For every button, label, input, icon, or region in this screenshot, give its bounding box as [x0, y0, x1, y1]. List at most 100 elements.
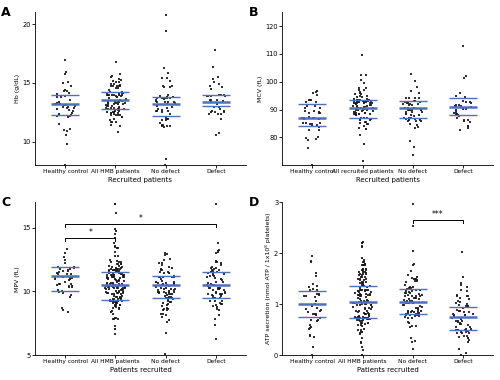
Point	[112, 299, 120, 306]
Point	[464, 339, 472, 345]
Point	[61, 260, 69, 266]
Point	[366, 292, 374, 298]
Point	[119, 290, 127, 296]
Point	[160, 252, 168, 258]
Point	[60, 127, 68, 133]
Point	[109, 310, 117, 317]
Point	[363, 316, 371, 322]
Point	[316, 116, 324, 122]
Point	[358, 280, 366, 286]
Point	[159, 82, 167, 89]
Point	[116, 306, 124, 312]
Point	[204, 93, 212, 99]
Point	[160, 286, 168, 292]
Point	[114, 106, 122, 112]
Point	[206, 83, 214, 89]
Point	[162, 116, 170, 122]
Point	[113, 83, 121, 89]
Point	[312, 136, 320, 142]
Point	[111, 226, 119, 232]
Point	[70, 264, 78, 270]
Point	[362, 103, 370, 109]
Point	[312, 270, 320, 276]
Point	[114, 129, 122, 135]
Point	[354, 289, 362, 295]
Point	[361, 320, 369, 326]
Point	[412, 78, 420, 84]
Point	[108, 92, 116, 98]
Point	[212, 279, 220, 285]
Point	[120, 274, 128, 280]
Point	[209, 271, 217, 277]
Point	[356, 287, 364, 293]
Point	[108, 308, 116, 314]
Point	[403, 286, 411, 292]
Point	[298, 120, 306, 126]
Point	[356, 293, 364, 299]
Point	[110, 315, 118, 321]
Point	[170, 281, 178, 287]
Point	[452, 318, 460, 324]
Point	[357, 340, 365, 346]
Point	[218, 111, 226, 117]
Point	[414, 124, 422, 130]
Point	[71, 103, 79, 109]
Point	[460, 118, 468, 124]
Point	[121, 284, 129, 290]
Point	[211, 322, 219, 328]
Point	[362, 306, 370, 312]
Point	[360, 100, 368, 106]
Point	[366, 311, 374, 317]
Point	[104, 92, 112, 98]
Point	[416, 99, 424, 105]
Point	[402, 311, 410, 317]
Point	[114, 296, 122, 302]
Point	[356, 331, 364, 337]
Point	[410, 144, 418, 150]
Point	[68, 283, 76, 289]
Point	[458, 43, 466, 49]
Point	[218, 301, 226, 307]
Point	[354, 98, 362, 104]
Point	[108, 119, 116, 125]
Point	[63, 89, 71, 95]
Point	[166, 122, 173, 128]
Point	[460, 333, 468, 339]
Point	[113, 261, 121, 267]
Point	[402, 111, 409, 117]
Point	[114, 261, 122, 267]
Point	[408, 309, 416, 315]
Point	[467, 104, 475, 110]
Point	[458, 106, 466, 112]
Point	[62, 132, 70, 138]
Point	[454, 111, 462, 117]
Point	[410, 261, 418, 268]
Point	[55, 282, 63, 288]
Point	[171, 100, 179, 106]
Point	[166, 111, 174, 117]
Point	[458, 249, 466, 255]
Point	[158, 109, 166, 115]
Point	[105, 267, 113, 273]
Point	[406, 121, 414, 127]
Point	[408, 109, 416, 115]
Point	[64, 79, 72, 85]
Point	[356, 329, 364, 335]
Point	[160, 250, 168, 256]
Point	[362, 266, 370, 272]
Point	[354, 288, 362, 294]
Point	[406, 324, 413, 330]
Point	[402, 288, 410, 294]
Point	[170, 296, 177, 302]
Point	[462, 350, 470, 356]
Point	[304, 309, 312, 315]
Text: C: C	[2, 196, 11, 209]
Point	[463, 284, 471, 290]
Point	[158, 303, 166, 309]
Point	[360, 87, 368, 93]
Point	[218, 277, 226, 283]
Point	[460, 312, 468, 318]
Point	[461, 312, 469, 318]
Point	[152, 279, 160, 285]
Y-axis label: MPV (fL): MPV (fL)	[15, 266, 20, 291]
